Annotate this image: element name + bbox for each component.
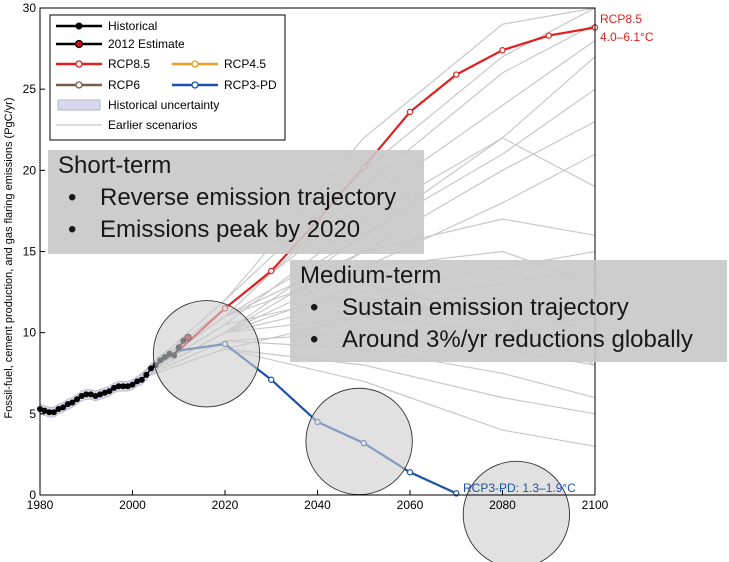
short-term-bullet: Emissions peak by 2020: [58, 214, 424, 246]
medium-term-bullet: Around 3%/yr reductions globally: [300, 324, 727, 356]
historical-point: [148, 365, 154, 372]
rcp85-temperature-annotation: 4.0–6.1°C: [600, 30, 654, 44]
y-tick-label: 15: [23, 245, 37, 259]
short-term-bullet: Reverse emission trajectory: [58, 182, 424, 214]
historical-point: [115, 383, 122, 390]
legend-label: RCP8.5: [108, 57, 150, 71]
medium-term-box: Medium-term Sustain emission trajectory …: [290, 260, 727, 362]
x-tick-label: 2100: [582, 498, 609, 512]
legend-swatch: [57, 99, 101, 111]
legend-marker: [75, 22, 83, 30]
historical-point: [78, 392, 85, 399]
rcp85-annotation: RCP8.5: [600, 12, 642, 26]
medium-term-title: Medium-term: [300, 262, 442, 289]
historical-point: [50, 409, 57, 416]
y-tick-label: 30: [23, 1, 37, 15]
historical-point: [111, 384, 117, 391]
highlight-circle: [305, 387, 413, 496]
legend-label: RCP3-PD: [224, 78, 277, 92]
legend-label: 2012 Estimate: [108, 37, 185, 51]
legend-marker: [75, 60, 83, 68]
legend-frame: [49, 14, 286, 141]
short-term-title: Short-term: [58, 152, 172, 179]
historical-point: [129, 381, 136, 388]
historical-point: [120, 383, 127, 390]
medium-term-bullets: Sustain emission trajectory Around 3%/yr…: [300, 292, 727, 356]
historical-point: [101, 389, 108, 396]
legend-marker: [191, 60, 199, 68]
rcp85-point: [268, 267, 275, 275]
highlight-circle: [462, 460, 570, 562]
medium-term-bullet: Sustain emission trajectory: [300, 292, 727, 324]
legend-label: Historical uncertainty: [108, 98, 219, 112]
historical-point: [92, 392, 99, 399]
legend-marker: [191, 81, 199, 89]
rcp3-pd-point: [406, 469, 414, 476]
legend-label: Earlier scenarios: [108, 118, 197, 132]
y-tick-label: 0: [29, 488, 36, 502]
rcp85-point: [453, 71, 460, 78]
x-tick-label: 2080: [489, 498, 516, 512]
y-tick-label: 20: [23, 163, 37, 177]
historical-point: [143, 371, 150, 378]
x-tick-label: 2060: [397, 498, 424, 512]
legend-label: Historical: [108, 19, 157, 33]
y-tick-label: 5: [29, 407, 36, 421]
rcp85-point: [406, 108, 414, 116]
x-tick-label: 2040: [304, 498, 331, 512]
legend-marker: [74, 39, 84, 49]
historical-point: [106, 388, 113, 395]
historical-point: [83, 391, 90, 398]
historical-point: [138, 376, 145, 383]
historical-point: [74, 396, 80, 403]
historical-point: [46, 409, 53, 416]
historical-point: [60, 404, 67, 411]
rcp85-point: [499, 47, 506, 54]
historical-point: [124, 383, 131, 390]
x-tick-label: 1980: [27, 498, 54, 512]
legend-label: RCP4.5: [224, 57, 266, 71]
y-tick-label: 10: [23, 326, 37, 340]
rcp85-point: [545, 32, 552, 39]
legend-marker: [75, 81, 83, 89]
y-axis-label: Fossil-fuel, cement production, and gas …: [3, 98, 15, 419]
historical-point: [134, 378, 141, 385]
historical-point: [69, 399, 76, 406]
legend: Historical 2012 Estimate RCP8.5 RCP4.5 RCP6 R…: [49, 14, 286, 141]
historical-point: [41, 407, 48, 414]
historical-point: [64, 401, 71, 408]
rcp3pd-annotation: RCP3-PD: 1.3–1.9°C: [463, 481, 576, 495]
historical-point: [87, 391, 94, 398]
y-tick-label: 25: [23, 82, 37, 96]
x-tick-label: 2000: [119, 498, 146, 512]
legend-label: RCP6: [108, 78, 140, 92]
highlight-circle: [152, 300, 261, 408]
x-tick-label: 2020: [212, 498, 239, 512]
rcp3-pd-point: [268, 376, 275, 383]
short-term-box: Short-term Reverse emission trajectory E…: [48, 150, 424, 254]
historical-point: [97, 391, 104, 398]
short-term-bullets: Reverse emission trajectory Emissions pe…: [58, 182, 424, 246]
historical-point: [55, 405, 62, 412]
